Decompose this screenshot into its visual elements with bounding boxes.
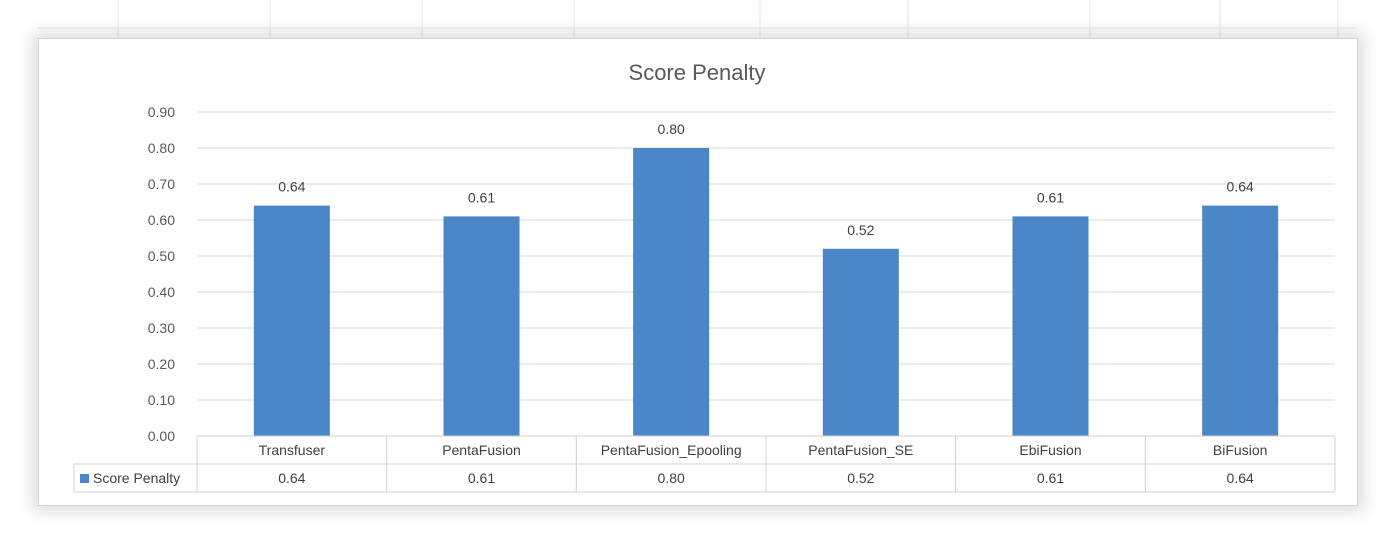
bar[interactable]: [633, 148, 710, 436]
data-label: 0.64: [1227, 179, 1254, 195]
table-value-cell: 0.64: [278, 470, 305, 486]
bars: [253, 148, 1279, 436]
y-tick-label: 0.10: [148, 392, 175, 408]
y-tick-label: 0.40: [148, 284, 175, 300]
data-label: 0.80: [658, 121, 685, 137]
x-category-label: Transfuser: [259, 442, 326, 458]
data-labels: 0.64 0.61 0.80 0.52 0.61 0.64: [278, 121, 1254, 238]
y-tick-label: 0.70: [148, 176, 175, 192]
x-category-label: PentaFusion_SE: [808, 442, 913, 458]
y-tick-label: 0.80: [148, 140, 175, 156]
bar[interactable]: [822, 248, 899, 436]
x-category-label: BiFusion: [1213, 442, 1267, 458]
legend-key: [80, 474, 89, 483]
table-value-cell: 0.64: [1227, 470, 1254, 486]
gridlines: [197, 111, 1335, 401]
table-value-cell: 0.52: [847, 470, 874, 486]
data-label: 0.61: [468, 189, 495, 205]
table-value-cell: 0.61: [468, 470, 495, 486]
x-category-label: PentaFusion_Epooling: [601, 442, 742, 458]
y-tick-label: 0.30: [148, 320, 175, 336]
chart-title: Score Penalty: [629, 60, 766, 85]
bar[interactable]: [1012, 216, 1089, 436]
bar[interactable]: [1202, 205, 1279, 436]
y-axis-ticks: 0.00 0.10 0.20 0.30 0.40 0.50 0.60 0.70 0.80 0.90: [148, 104, 175, 444]
bar[interactable]: [443, 216, 520, 436]
data-table: Transfuser 0.64 PentaFusion 0.61 PentaFusion…: [73, 435, 1336, 493]
x-category-label: PentaFusion: [442, 442, 521, 458]
data-label: 0.52: [847, 222, 874, 238]
bar[interactable]: [253, 205, 330, 436]
y-tick-label: 0.60: [148, 212, 175, 228]
table-value-cell: 0.61: [1037, 470, 1064, 486]
data-label: 0.64: [278, 179, 305, 195]
legend-series-name: Score Penalty: [93, 470, 180, 486]
y-tick-label: 0.50: [148, 248, 175, 264]
x-category-label: EbiFusion: [1019, 442, 1081, 458]
y-tick-label: 0.90: [148, 104, 175, 120]
table-value-cell: 0.80: [658, 470, 685, 486]
y-tick-label: 0.00: [148, 428, 175, 444]
y-tick-label: 0.20: [148, 356, 175, 372]
data-label: 0.61: [1037, 189, 1064, 205]
